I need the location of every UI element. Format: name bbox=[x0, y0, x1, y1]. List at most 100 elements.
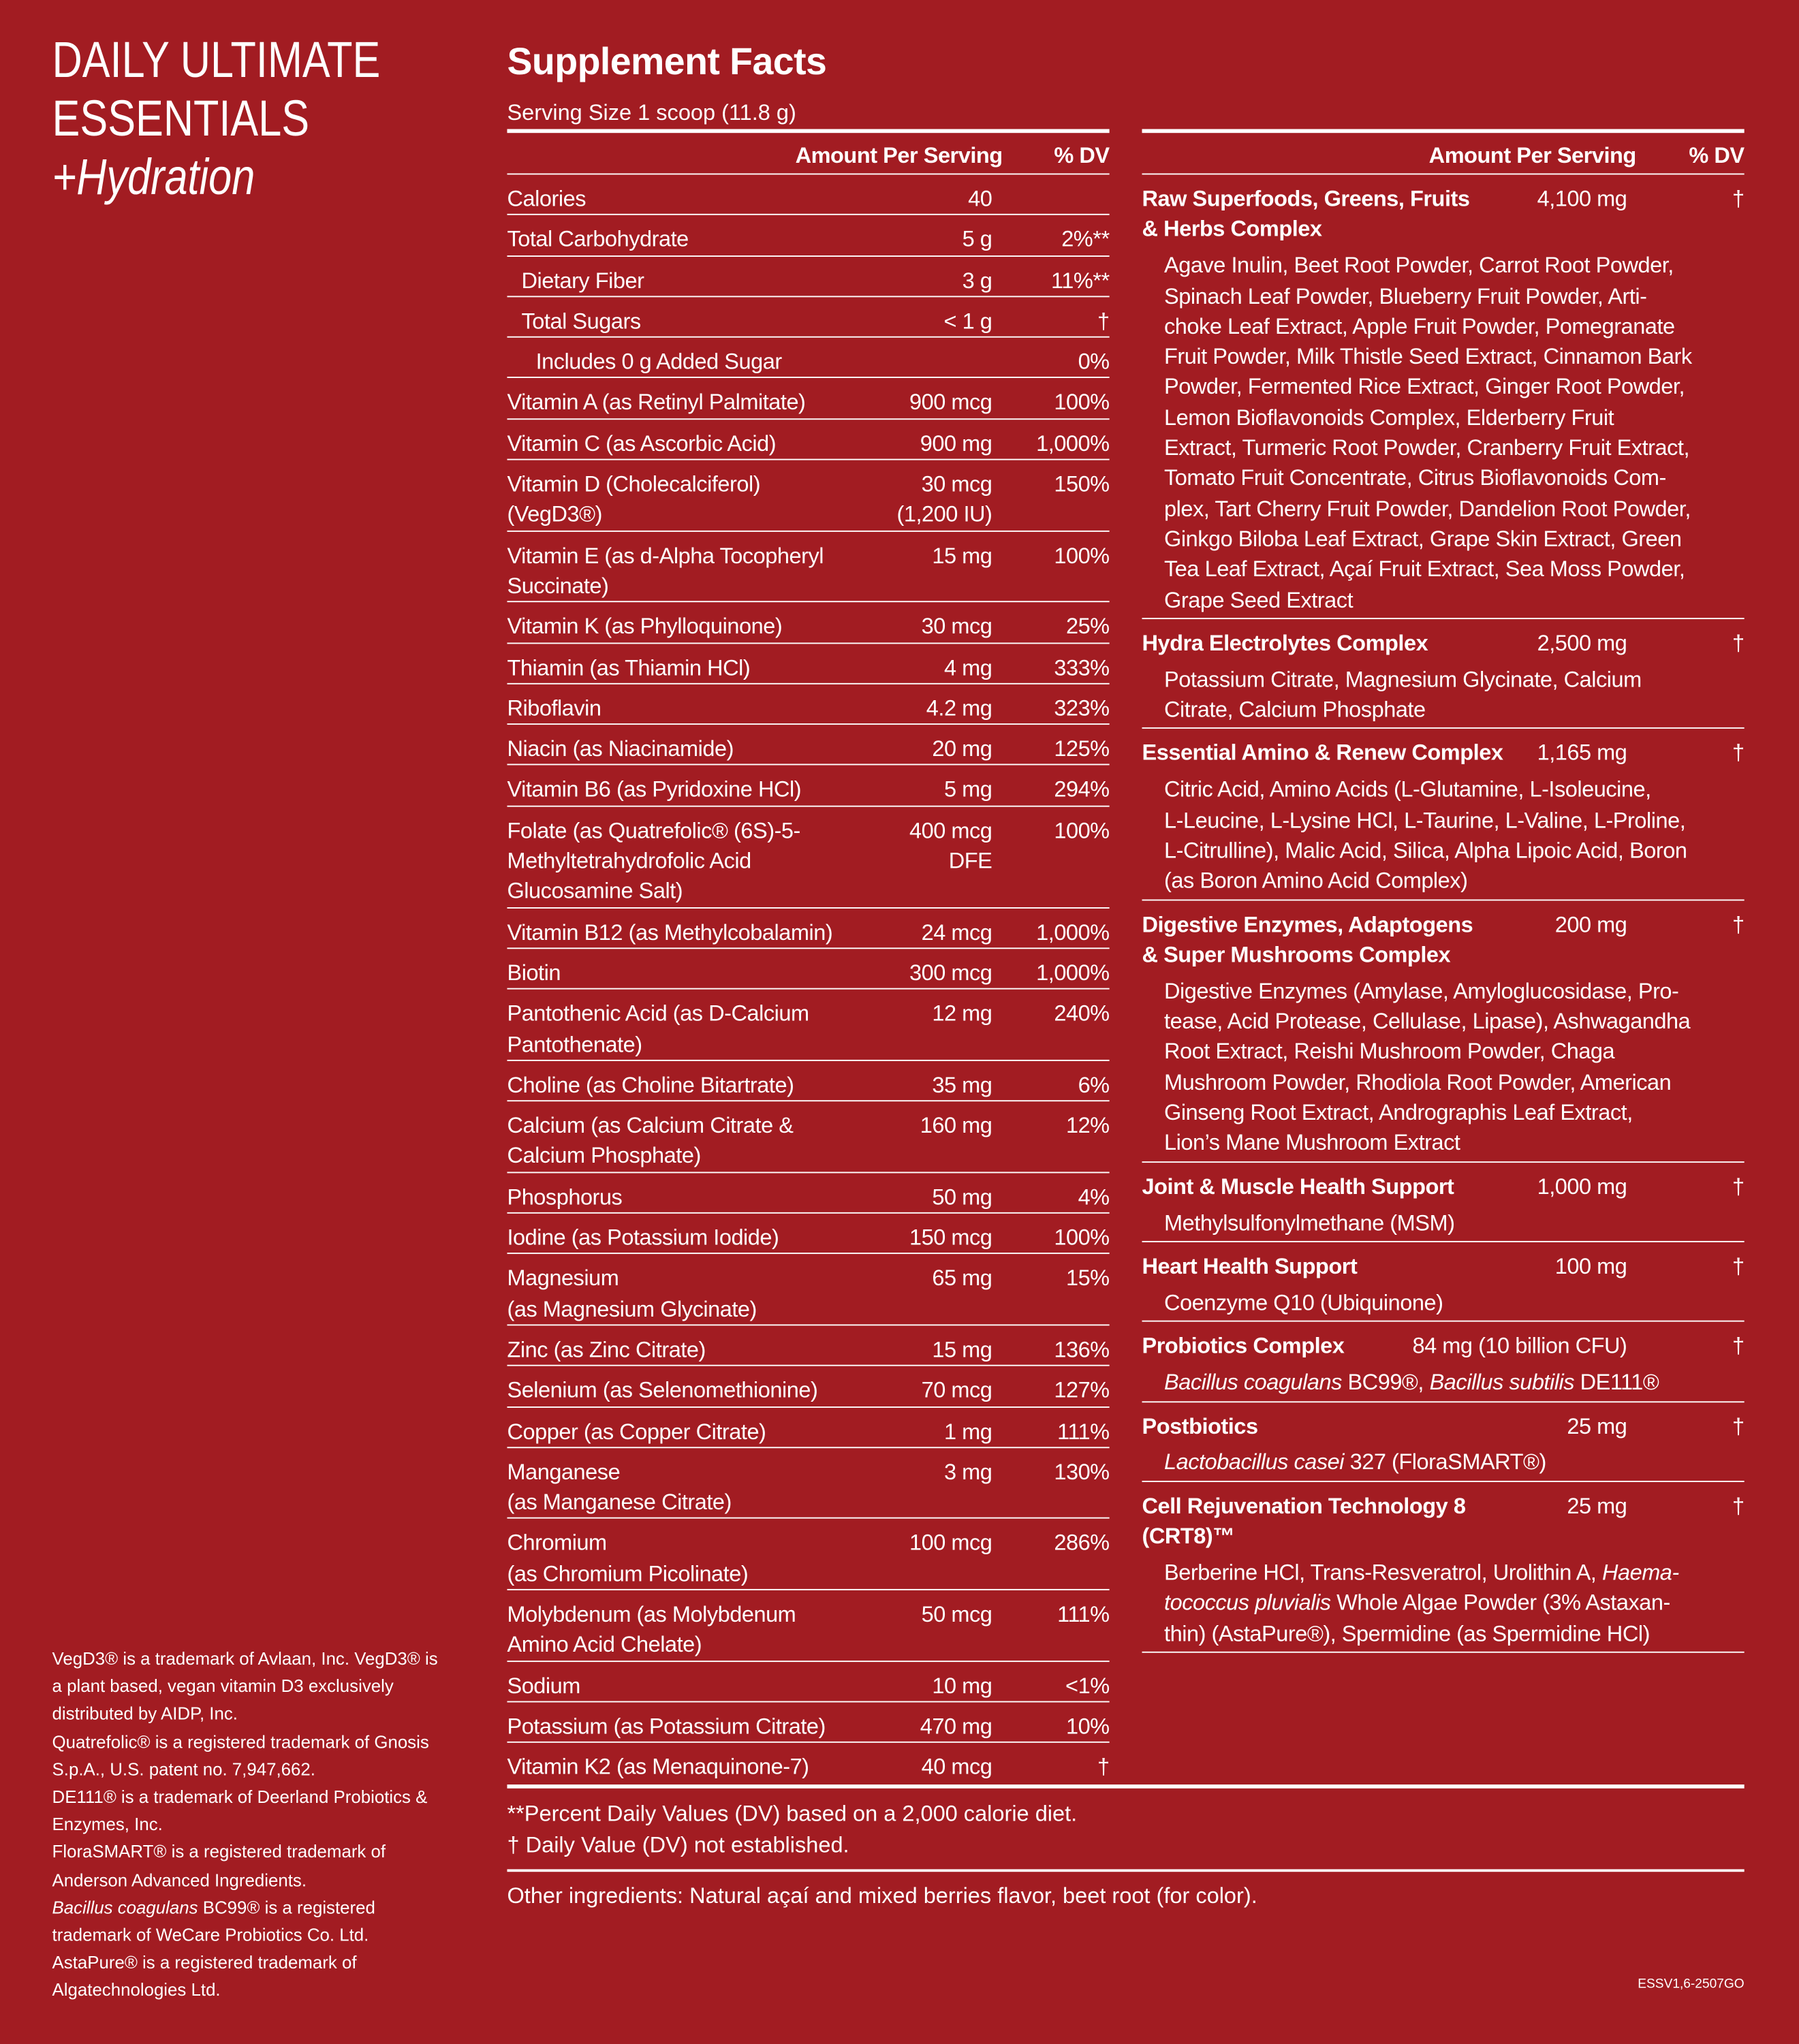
nutrient-amount: 3 mg bbox=[943, 1460, 992, 1485]
trademark-note: Quatrefolic® is a registered trademark o… bbox=[52, 1728, 438, 1783]
product-title-line3: +Hydration bbox=[52, 150, 255, 206]
footer: **Percent Daily Values (DV) based on a 2… bbox=[507, 1784, 1745, 1913]
ingredient-text: Bacillus subtilis bbox=[1429, 1370, 1575, 1396]
trademark-note: Bacillus coagulans BC99® is a registered… bbox=[52, 1893, 438, 1949]
nutrient-amount: 40 mcg bbox=[921, 1755, 992, 1780]
complex-name: Cell Rejuvenation Technology 8 (CRT8)™ bbox=[1142, 1493, 1466, 1549]
nutrient-amount: 65 mg bbox=[932, 1265, 992, 1291]
ingredient-text: Citric Acid, Amino Acids (L-Glutamine, L… bbox=[1164, 777, 1687, 894]
nutrient-name: Selenium (as Selenomethionine) bbox=[507, 1378, 818, 1403]
nutrient-name: Calcium (as Calcium Citrate & Calcium Ph… bbox=[507, 1113, 794, 1169]
nutrient-name: Vitamin C (as Ascorbic Acid) bbox=[507, 431, 777, 456]
complex-ingredients: Potassium Citrate, Magnesium Glycinate, … bbox=[1142, 665, 1744, 725]
ingredient-text: Agave Inulin, Beet Root Powder, Carrot R… bbox=[1164, 253, 1692, 612]
nutrient-name: Vitamin D (Cholecalciferol) (VegD3®) bbox=[507, 471, 761, 527]
trademark-text: FloraSMART® is a registered trademark of… bbox=[52, 1842, 386, 1890]
nutrient-row: Molybdenum (as Molybdenum Amino Acid Che… bbox=[507, 1590, 1110, 1662]
nutrient-name: Phosphorus bbox=[507, 1184, 623, 1210]
nutrient-name: Calories bbox=[507, 186, 586, 212]
complex-ingredients: Coenzyme Q10 (Ubiquinone) bbox=[1142, 1288, 1744, 1319]
nutrient-dv: 100% bbox=[1054, 818, 1110, 843]
complex-dv: † bbox=[1732, 1174, 1745, 1199]
complex-dv: † bbox=[1732, 1413, 1745, 1438]
nutrient-dv: 100% bbox=[1054, 543, 1110, 568]
bottom-rule bbox=[507, 1784, 1745, 1789]
panel-title: Supplement Facts bbox=[507, 42, 827, 84]
complex-row: Cell Rejuvenation Technology 8 (CRT8)™ 25… bbox=[1142, 1482, 1745, 1653]
nutrient-row: Chromium (as Chromium Picolinate) 100 mcg… bbox=[507, 1519, 1110, 1590]
trademark-note: DE111® is a trademark of Deerland Probio… bbox=[52, 1783, 438, 1838]
nutrient-row: Iodine (as Potassium Iodide) 150 mcg 100% bbox=[507, 1214, 1110, 1255]
nutrient-amount: 1 mg bbox=[943, 1419, 992, 1444]
complex-ingredients: Bacillus coagulans BC99®, Bacillus subti… bbox=[1142, 1368, 1744, 1398]
nutrient-amount: 40 bbox=[968, 186, 992, 212]
complex-ingredients: Agave Inulin, Beet Root Powder, Carrot R… bbox=[1142, 251, 1744, 615]
nutrient-dv: 1,000% bbox=[1036, 960, 1110, 986]
ingredient-text: DE111® bbox=[1574, 1370, 1659, 1396]
nutrient-row: Total Carbohydrate 5 g 2%** bbox=[507, 215, 1110, 257]
trademark-text: BC99® is a registered trademark of WeCar… bbox=[52, 1898, 375, 1945]
complex-row: Essential Amino & Renew Complex 1,165 mg †… bbox=[1142, 729, 1745, 900]
nutrient-amount: 160 mg bbox=[920, 1113, 992, 1138]
complex-ingredients: Citric Acid, Amino Acids (L-Glutamine, L… bbox=[1142, 775, 1744, 896]
complex-row: Digestive Enzymes, Adaptogens & Super Mu… bbox=[1142, 900, 1745, 1163]
complex-amount: 200 mg bbox=[1554, 911, 1627, 937]
ingredient-text: Digestive Enzymes (Amylase, Amyloglucosi… bbox=[1164, 979, 1691, 1156]
right-table: Amount Per Serving % DV Raw Superfoods, … bbox=[1142, 133, 1745, 1653]
left-table: Amount Per Serving % DV Calories 40 Total … bbox=[507, 133, 1110, 1782]
complex-row: Probiotics Complex 84 mg (10 billion CFU)… bbox=[1142, 1322, 1745, 1402]
nutrient-name: Zinc (as Zinc Citrate) bbox=[507, 1337, 706, 1362]
nutrient-amount: 470 mg bbox=[920, 1714, 992, 1739]
nutrient-dv: 294% bbox=[1054, 777, 1110, 802]
nutrient-dv: 6% bbox=[1078, 1072, 1110, 1098]
complex-row: Hydra Electrolytes Complex 2,500 mg † Potas… bbox=[1142, 619, 1745, 729]
complex-amount: 1,165 mg bbox=[1537, 740, 1627, 766]
nutrient-dv: 136% bbox=[1054, 1337, 1110, 1362]
nutrient-row: Biotin 300 mcg 1,000% bbox=[507, 949, 1110, 990]
nutrient-amount: 3 g bbox=[962, 268, 992, 293]
nutrient-dv: 1,000% bbox=[1036, 431, 1110, 456]
nutrient-dv: 4% bbox=[1078, 1184, 1110, 1210]
dv-footnote: **Percent Daily Values (DV) based on a 2… bbox=[507, 1802, 1078, 1827]
nutrient-dv: 240% bbox=[1054, 1001, 1110, 1026]
nutrient-name: Vitamin E (as d-Alpha Tocopheryl Succina… bbox=[507, 543, 824, 599]
complex-header: Cell Rejuvenation Technology 8 (CRT8)™ 25… bbox=[1142, 1491, 1745, 1552]
nutrient-name: Potassium (as Potassium Citrate) bbox=[507, 1714, 826, 1739]
nutrient-row: Choline (as Choline Bitartrate) 35 mg 6% bbox=[507, 1061, 1110, 1102]
nutrient-row: Pantothenic Acid (as D-Calcium Pantothen… bbox=[507, 990, 1110, 1061]
nutrient-dv: 286% bbox=[1054, 1530, 1110, 1556]
nutrient-name: Pantothenic Acid (as D-Calcium Pantothen… bbox=[507, 1001, 809, 1057]
top-rule-right bbox=[1142, 129, 1745, 133]
nutrient-name: Vitamin K2 (as Menaquinone-7) bbox=[507, 1755, 809, 1780]
ingredient-text: Berberine HCl, Trans-Resveratrol, Urolit… bbox=[1164, 1560, 1602, 1586]
nutrient-row: Zinc (as Zinc Citrate) 15 mg 136% bbox=[507, 1325, 1110, 1367]
nutrient-row: Riboflavin 4.2 mg 323% bbox=[507, 684, 1110, 725]
nutrient-row: Total Sugars < 1 g † bbox=[507, 297, 1110, 339]
nutrient-name: Magnesium (as Magnesium Glycinate) bbox=[507, 1265, 757, 1321]
nutrient-name: Manganese (as Manganese Citrate) bbox=[507, 1460, 732, 1515]
nutrient-row: Vitamin K2 (as Menaquinone-7) 40 mcg † bbox=[507, 1743, 1110, 1782]
complex-ingredients: Berberine HCl, Trans-Resveratrol, Urolit… bbox=[1142, 1558, 1744, 1649]
nutrient-amount: 30 mcg (1,200 IU) bbox=[896, 471, 992, 527]
serving-size: Serving Size 1 scoop (11.8 g) bbox=[507, 100, 796, 125]
nutrient-amount: 150 mcg bbox=[909, 1225, 992, 1251]
nutrient-amount: 30 mcg bbox=[921, 614, 992, 640]
nutrient-dv: <1% bbox=[1065, 1673, 1110, 1698]
nutrient-row: Vitamin K (as Phylloquinone) 30 mcg 25% bbox=[507, 603, 1110, 644]
ingredient-text: Whole Algae Powder (3% Astaxan- thin) (A… bbox=[1164, 1590, 1670, 1646]
nutrient-row: Niacin (as Niacinamide) 20 mg 125% bbox=[507, 725, 1110, 766]
header-dv: % DV bbox=[1689, 142, 1745, 168]
header-amount: Amount Per Serving bbox=[795, 142, 1003, 168]
complex-name: Hydra Electrolytes Complex bbox=[1142, 630, 1428, 656]
nutrient-row: Vitamin B6 (as Pyridoxine HCl) 5 mg 294% bbox=[507, 766, 1110, 807]
ingredient-text: Lactobacillus casei bbox=[1164, 1450, 1345, 1475]
trademark-text: Bacillus coagulans bbox=[52, 1898, 198, 1917]
nutrient-amount: 900 mcg bbox=[909, 390, 992, 415]
trademark-note: AstaPure® is a registered trademark of A… bbox=[52, 1949, 438, 2004]
nutrient-dv: 111% bbox=[1057, 1419, 1110, 1444]
complex-amount: 4,100 mg bbox=[1537, 186, 1627, 212]
label-code: ESSV1,6-2507GO bbox=[1638, 1977, 1745, 1992]
complex-row: Raw Superfoods, Greens, Fruits & Herbs C… bbox=[1142, 174, 1745, 619]
ingredient-text: Haema- tococcus pluvialis bbox=[1164, 1560, 1679, 1616]
complex-name: Essential Amino & Renew Complex bbox=[1142, 740, 1503, 766]
